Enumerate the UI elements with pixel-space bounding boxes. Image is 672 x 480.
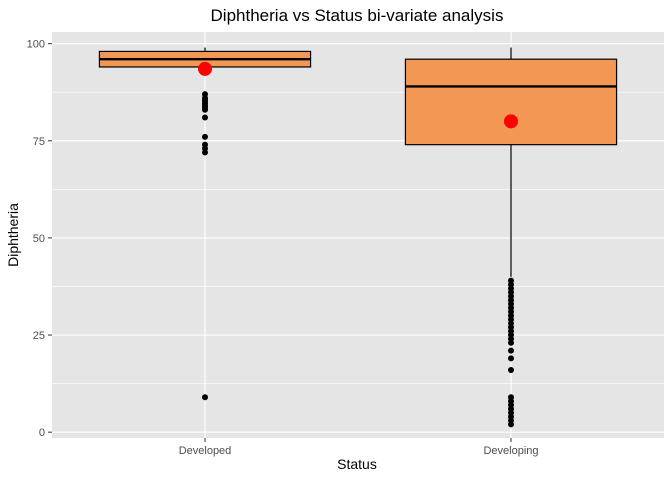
- outlier-point: [202, 106, 208, 113]
- outlier-point: [508, 367, 514, 374]
- box-developed: [98, 47, 312, 401]
- outlier-point: [202, 149, 208, 156]
- outlier-point: [508, 347, 514, 354]
- chart-title: Diphtheria vs Status bi-variate analysis: [211, 6, 504, 25]
- axes-layer: 0 25 50 75 100 Developed Developing: [27, 39, 539, 457]
- y-tick-label: 25: [33, 330, 45, 342]
- x-tick-label: Developing: [483, 445, 538, 457]
- mean-point: [504, 114, 518, 129]
- outlier-point: [202, 133, 208, 140]
- outlier-point: [202, 394, 208, 401]
- y-tick-label: 100: [27, 39, 45, 51]
- y-tick-label: 0: [39, 427, 45, 439]
- box-layer: [98, 47, 618, 428]
- y-axis-title: Diphtheria: [5, 203, 21, 267]
- outlier-point: [508, 421, 514, 428]
- x-axis-title: Status: [337, 456, 377, 472]
- x-tick-label: Developed: [179, 445, 232, 457]
- outlier-point: [508, 355, 514, 362]
- y-tick-label: 50: [33, 233, 45, 245]
- box-developing: [404, 47, 618, 428]
- outlier-point: [202, 114, 208, 121]
- mean-point: [198, 61, 212, 76]
- y-tick-label: 75: [33, 136, 45, 148]
- outlier-point: [508, 339, 514, 346]
- box-iqr: [404, 58, 618, 146]
